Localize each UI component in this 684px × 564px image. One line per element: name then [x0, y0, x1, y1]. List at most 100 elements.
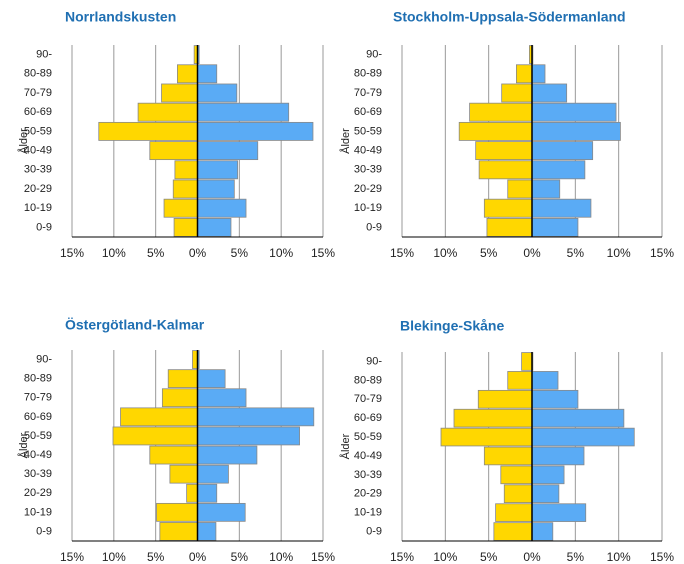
y-tick-label: 50-59: [24, 430, 52, 442]
y-tick-label: 30-39: [354, 469, 382, 481]
bar: [197, 83, 238, 103]
bar: [161, 388, 198, 408]
bar: [149, 445, 198, 465]
x-tick-label: 5%: [147, 246, 165, 260]
bar: [501, 83, 533, 103]
x-tick-label: 15%: [60, 246, 84, 260]
bar: [197, 141, 259, 161]
x-tick-label: 10%: [269, 246, 293, 260]
bar: [167, 369, 198, 389]
y-tick-label: 50-59: [24, 125, 52, 137]
bar: [186, 483, 198, 503]
x-tick-label: 15%: [311, 246, 335, 260]
y-tick-label: 70-79: [354, 87, 382, 99]
y-axis-label: Ålder: [17, 432, 30, 458]
bar: [137, 102, 198, 122]
bar: [197, 388, 247, 408]
bar: [531, 484, 560, 504]
bar: [531, 160, 586, 180]
bar: [503, 484, 533, 504]
y-tick-label: 70-79: [24, 87, 52, 99]
bar: [197, 121, 314, 141]
bar: [197, 522, 217, 541]
x-tick-label: 15%: [60, 550, 84, 564]
bar: [477, 389, 533, 409]
x-tick-label: 10%: [433, 246, 457, 260]
x-tick-label: 5%: [567, 550, 585, 564]
bar: [161, 83, 198, 103]
x-tick-label: 10%: [433, 550, 457, 564]
x-tick-label: 5%: [147, 550, 165, 564]
bar: [483, 446, 533, 466]
bar: [531, 371, 559, 390]
bar: [495, 503, 533, 522]
bar: [197, 426, 300, 446]
bar: [197, 464, 229, 484]
y-tick-label: 40-49: [354, 450, 382, 462]
bar: [469, 102, 533, 122]
bar: [120, 407, 198, 427]
bar: [149, 141, 198, 161]
chart-title: Blekinge-Skåne: [400, 318, 504, 334]
bar: [192, 350, 198, 369]
bar: [483, 198, 533, 218]
y-tick-label: 0-9: [36, 221, 52, 233]
bar: [521, 352, 533, 371]
bar: [197, 369, 226, 389]
bar: [112, 426, 198, 446]
y-tick-label: 80-89: [354, 68, 382, 80]
y-tick-label: 10-19: [354, 507, 382, 519]
y-tick-label: 70-79: [354, 393, 382, 405]
y-tick-label: 50-59: [354, 431, 382, 443]
chart-title: Norrlandskusten: [65, 9, 176, 25]
y-tick-label: 20-29: [354, 183, 382, 195]
y-tick-label: 70-79: [24, 392, 52, 404]
x-tick-label: 10%: [102, 246, 126, 260]
y-tick-label: 10-19: [354, 202, 382, 214]
bar: [169, 464, 198, 484]
y-tick-label: 80-89: [24, 373, 52, 385]
bar: [531, 408, 625, 428]
y-axis-label: Ålder: [339, 128, 352, 154]
y-tick-label: 90-: [366, 355, 382, 367]
bar: [197, 407, 315, 427]
y-axis-label: Ålder: [17, 128, 30, 154]
y-tick-label: 0-9: [366, 221, 382, 233]
y-tick-label: 40-49: [354, 145, 382, 157]
bar: [516, 64, 533, 84]
bar: [531, 217, 579, 237]
x-tick-label: 0%: [523, 246, 541, 260]
bar: [507, 179, 533, 199]
y-tick-label: 90-: [36, 49, 52, 61]
bar: [156, 502, 198, 522]
bar: [197, 64, 218, 84]
bar: [197, 445, 258, 465]
x-tick-label: 10%: [102, 550, 126, 564]
x-tick-label: 15%: [311, 550, 335, 564]
bar: [197, 179, 235, 199]
y-tick-label: 30-39: [354, 164, 382, 176]
y-tick-label: 30-39: [24, 468, 52, 480]
x-tick-label: 15%: [390, 246, 414, 260]
y-tick-label: 90-: [36, 353, 52, 365]
bar: [531, 141, 594, 161]
y-tick-label: 0-9: [366, 525, 382, 537]
bar: [197, 102, 290, 122]
x-tick-label: 5%: [567, 246, 585, 260]
y-tick-label: 20-29: [24, 487, 52, 499]
bar: [531, 503, 587, 522]
bar: [531, 179, 561, 199]
y-tick-label: 30-39: [24, 164, 52, 176]
bar: [486, 217, 533, 237]
bar: [440, 427, 533, 447]
bar: [197, 198, 247, 218]
bar: [172, 179, 198, 199]
x-tick-label: 5%: [231, 246, 249, 260]
x-tick-label: 10%: [607, 550, 631, 564]
y-tick-label: 10-19: [24, 202, 52, 214]
bar: [453, 408, 533, 428]
bar: [475, 141, 533, 161]
y-tick-label: 20-29: [354, 488, 382, 500]
y-axis-label: Ålder: [339, 433, 352, 459]
x-tick-label: 0%: [189, 246, 207, 260]
